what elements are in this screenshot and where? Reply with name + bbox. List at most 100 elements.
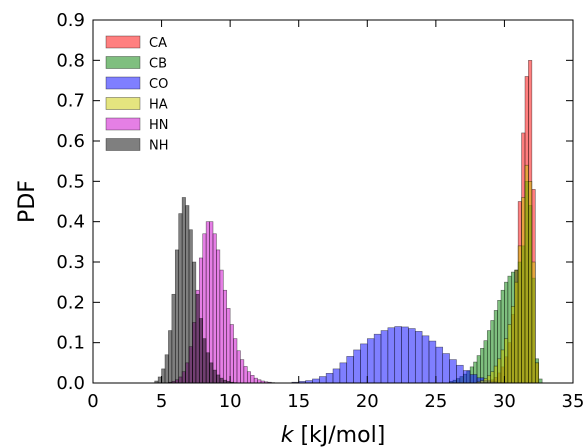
bar-ha [507, 324, 512, 384]
bar-co [339, 362, 348, 384]
y-tick-label: 0.5 [56, 171, 85, 192]
bar-co [366, 338, 375, 384]
bar-nh [188, 229, 193, 384]
bar-cb [538, 378, 543, 384]
bar-ha [486, 375, 492, 384]
bar-co [346, 356, 354, 384]
bar-co [380, 330, 389, 384]
bar-hn [246, 371, 252, 384]
bar-co [435, 346, 444, 384]
bar-ha [490, 371, 495, 384]
bar-hn [216, 249, 221, 384]
y-tick-label: 0.4 [56, 212, 85, 233]
bar-ha [534, 362, 540, 384]
bar-co [325, 373, 334, 384]
bar-co [394, 326, 402, 384]
legend-swatch-hn [105, 117, 141, 131]
y-tick-label: 0.2 [56, 292, 85, 313]
bar-co [318, 376, 327, 384]
y-tick-label: 0.7 [56, 91, 85, 112]
bar-nh [178, 213, 183, 384]
bar-co [332, 368, 341, 384]
x-axis-label-unit: [kJ/mol] [293, 423, 385, 448]
bar-hn [212, 233, 217, 384]
bar-hn [250, 375, 255, 384]
bar-ha [510, 306, 516, 384]
bar-cb [483, 340, 488, 384]
bar-hn [236, 350, 241, 384]
bar-co [462, 370, 471, 384]
bar-ha [497, 358, 502, 384]
x-tick-label: 15 [287, 391, 310, 412]
bar-ha [528, 181, 533, 384]
x-tick-label: 5 [156, 391, 167, 412]
bar-co [414, 331, 423, 384]
x-axis-label: k [kJ/mol] [281, 423, 386, 448]
x-tick-label: 0 [87, 391, 98, 412]
bar-nh [198, 318, 204, 384]
bar-nh [212, 369, 217, 384]
bar-ha [500, 349, 505, 384]
bar-nh [185, 205, 190, 384]
y-tick-label: 0.1 [56, 333, 85, 354]
bar-ha [514, 281, 519, 384]
bar-nh [192, 261, 197, 384]
bar-co [373, 333, 382, 384]
bar-nh [219, 377, 224, 384]
bar-nh [195, 293, 200, 384]
x-tick-label: 30 [493, 391, 516, 412]
bar-ha [517, 245, 522, 384]
bar-co [442, 353, 450, 384]
x-tick-label: 35 [562, 391, 585, 412]
bar-co [401, 326, 409, 384]
bar-co [360, 343, 368, 384]
bar-cb [486, 330, 492, 384]
legend-label-co: CO [149, 77, 168, 92]
legend-swatch-co [105, 76, 141, 90]
legend-label-nh: NH [149, 139, 169, 154]
bar-hn [219, 269, 224, 384]
y-axis-label: PDF [15, 180, 40, 223]
legend-label-hn: HN [149, 118, 169, 133]
bar-nh [181, 197, 186, 384]
bar-co [353, 349, 361, 384]
bar-ha [483, 378, 488, 384]
bar-nh [161, 368, 166, 384]
bar-co [428, 340, 437, 384]
bar-ha [524, 164, 529, 384]
bar-hn [253, 377, 258, 384]
y-tick-label: 0.8 [56, 50, 85, 71]
bar-co [469, 374, 478, 384]
bar-co [312, 378, 320, 384]
bar-hn [226, 308, 231, 384]
x-axis-label-symbol: k [281, 423, 295, 448]
bar-hn [222, 289, 228, 384]
bar-nh [171, 293, 176, 384]
bar-hn [209, 221, 214, 384]
bar-nh [216, 374, 221, 384]
bar-nh [205, 352, 210, 384]
ticks-layer: 0 5 10 15 20 25 30 35 0.0 0.1 0.2 0.3 0.4 0.5 0.6 0.7 0.… [56, 10, 584, 412]
bar-co [421, 335, 430, 384]
legend-label-ca: CA [149, 36, 167, 51]
bar-nh [157, 376, 162, 384]
bar-hn [243, 366, 248, 384]
bar-hn [229, 324, 234, 384]
bars-layer [154, 60, 543, 384]
bar-nh [168, 330, 173, 384]
legend-swatch-cb [105, 56, 141, 69]
x-tick-label: 20 [356, 391, 379, 412]
legend-swatch-ha [105, 97, 141, 110]
plot-frame [92, 19, 574, 384]
y-tick-label: 0.9 [56, 10, 85, 31]
bar-co [387, 327, 396, 384]
bar-nh [202, 338, 207, 384]
x-tick-label: 25 [424, 391, 447, 412]
legend-label-ha: HA [149, 98, 168, 113]
bar-co [408, 328, 416, 384]
bar-nh [209, 362, 214, 384]
bar-co [456, 364, 464, 384]
y-tick-label: 0.3 [56, 252, 85, 273]
